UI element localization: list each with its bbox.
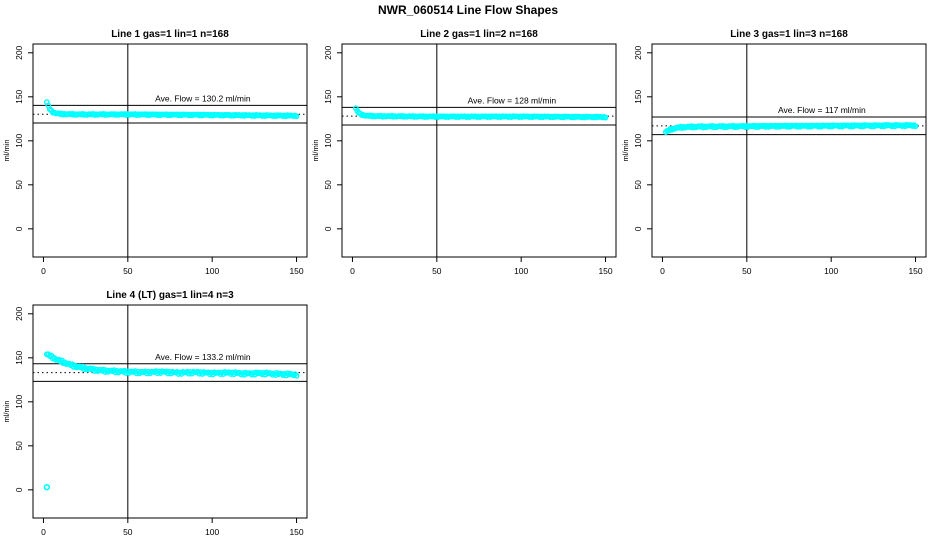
x-tick-label: 50 [742,266,752,276]
x-tick-label: 100 [824,266,838,276]
plot-frame [651,43,927,258]
data-series [352,105,609,121]
y-axis-label: ml/min [621,139,630,161]
data-point [293,372,300,379]
x-tick-label: 50 [432,266,442,276]
ave-flow-annotation: Ave. Flow = 130.2 ml/min [155,93,251,103]
y-tick-label: 200 [14,45,24,59]
x-tick-label: 150 [908,266,922,276]
data-point [293,113,300,120]
x-tick-label: 50 [123,266,133,276]
x-tick-label: 100 [205,527,219,537]
y-axis-label: ml/min [311,139,320,161]
x-tick-label: 0 [660,266,665,276]
y-axis-label: ml/min [2,139,11,161]
subplot-3: Line 3 gas=1 lin=3 n=168 0 50 100 150 0 50 100 1… [621,29,927,276]
subplot-1: Line 1 gas=1 lin=1 n=168 0 50 100 150 0 50 100 1… [2,29,308,276]
y-tick-label: 200 [323,45,333,59]
y-tick-label: 150 [14,89,24,103]
x-tick-label: 150 [598,266,612,276]
main-title: NWR_060514 Line Flow Shapes [377,3,559,17]
y-tick-label: 50 [323,180,333,190]
y-tick-label: 100 [633,133,643,147]
plot-frame [32,43,308,258]
subplot-title: Line 1 gas=1 lin=1 n=168 [111,29,229,40]
plot-frame [32,304,308,519]
x-tick-label: 150 [289,266,303,276]
y-tick-label: 100 [14,394,24,408]
y-tick-label: 150 [14,350,24,364]
subplot-2: Line 2 gas=1 lin=2 n=168 0 50 100 150 0 50 100 1… [311,29,617,276]
y-tick-label: 50 [14,180,24,190]
x-tick-label: 100 [205,266,219,276]
y-tick-label: 0 [14,226,24,231]
x-tick-label: 50 [123,527,133,537]
y-tick-label: 0 [323,226,333,231]
subplot-title: Line 3 gas=1 lin=3 n=168 [730,29,848,40]
y-tick-label: 100 [14,133,24,147]
y-tick-label: 200 [14,306,24,320]
plot-frame [341,43,617,258]
subplot-4: Line 4 (LT) gas=1 lin=4 n=3 0 50 100 150 0 50 1… [2,290,308,537]
ave-flow-annotation: Ave. Flow = 128 ml/min [468,95,557,105]
x-tick-label: 150 [289,527,303,537]
y-tick-label: 200 [633,45,643,59]
ave-flow-annotation: Ave. Flow = 117 ml/min [778,105,866,115]
data-series [43,351,300,491]
subplot-title: Line 2 gas=1 lin=2 n=168 [420,29,538,40]
x-tick-label: 0 [41,266,46,276]
y-tick-label: 150 [323,89,333,103]
outlier-point [43,483,51,491]
y-axis-label: ml/min [2,400,11,422]
subplot-title: Line 4 (LT) gas=1 lin=4 n=3 [106,290,234,301]
y-tick-label: 50 [14,441,24,451]
data-series [662,121,919,135]
y-tick-label: 150 [633,89,643,103]
y-tick-label: 50 [633,180,643,190]
ave-flow-annotation: Ave. Flow = 133.2 ml/min [155,352,251,362]
x-tick-label: 0 [350,266,355,276]
data-point [912,123,919,130]
x-tick-label: 100 [514,266,528,276]
y-tick-label: 0 [14,487,24,492]
y-tick-label: 0 [633,226,643,231]
x-tick-label: 0 [41,527,46,537]
y-tick-label: 100 [323,133,333,147]
data-series [43,99,300,120]
data-point [602,114,609,121]
